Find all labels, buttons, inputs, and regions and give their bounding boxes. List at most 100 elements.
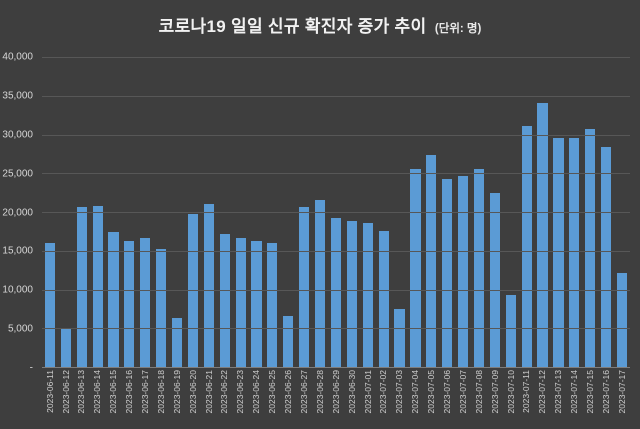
gridline <box>42 95 630 97</box>
bar-slot <box>487 57 503 367</box>
x-tick-label: 2023-06-19 <box>171 370 182 414</box>
bar <box>394 308 405 367</box>
bar <box>569 137 580 367</box>
x-tick-label: 2023-06-21 <box>203 370 214 414</box>
bar <box>616 273 628 367</box>
x-tick-label: 2023-07-13 <box>553 370 564 414</box>
bar-slot <box>582 57 598 367</box>
bar <box>346 221 357 367</box>
x-tick-label: 2023-07-01 <box>362 370 373 414</box>
bar <box>458 175 469 367</box>
x-tick-label: 2023-07-17 <box>616 370 627 414</box>
x-tick-label: 2023-06-29 <box>330 370 341 414</box>
gridline <box>42 173 630 175</box>
bar-slot <box>137 57 153 367</box>
x-tick-label: 2023-06-23 <box>235 370 246 414</box>
gridline <box>42 250 630 252</box>
bar <box>108 232 119 367</box>
x-tick-label: 2023-07-09 <box>489 370 500 414</box>
bar-slot <box>42 57 58 367</box>
bar-slot <box>455 57 471 367</box>
bar <box>537 102 548 367</box>
bar-slot <box>614 57 630 367</box>
bar <box>473 169 485 367</box>
bar-slot <box>296 57 312 367</box>
bar <box>251 240 262 367</box>
bar <box>92 205 103 367</box>
y-tick-label: 5,000 <box>7 323 33 335</box>
bar <box>235 238 246 367</box>
x-tick-label: 2023-06-20 <box>187 370 198 414</box>
x-tick-label: 2023-07-10 <box>505 370 516 414</box>
bar <box>585 129 596 367</box>
bar <box>362 222 373 367</box>
bar <box>299 206 310 367</box>
bar-slot <box>535 57 551 367</box>
bar <box>315 200 326 367</box>
bar <box>505 294 516 367</box>
bar-slot <box>376 57 392 367</box>
chart-unit-label: (단위: 명) <box>434 23 482 35</box>
bar-slot <box>551 57 567 367</box>
y-tick-label: - <box>29 362 33 374</box>
bar <box>553 138 564 367</box>
gridline <box>42 328 630 330</box>
bar-slot <box>360 57 376 367</box>
bar-slot <box>407 57 423 367</box>
x-tick-label: 2023-07-14 <box>569 370 580 414</box>
bar-slot <box>169 57 185 367</box>
bar <box>426 154 437 367</box>
bar-slot <box>201 57 217 367</box>
bar <box>171 318 183 367</box>
bar <box>60 328 71 367</box>
bar-slot <box>106 57 122 367</box>
bar <box>76 207 87 367</box>
chart-title-text: 코로나19 일일 신규 확진자 증가 추이 <box>158 17 427 36</box>
x-tick-label: 2023-06-17 <box>140 370 151 414</box>
x-tick-label: 2023-07-08 <box>473 370 484 414</box>
y-tick-label: 15,000 <box>2 245 33 257</box>
bar <box>124 240 135 367</box>
gridline <box>42 289 630 291</box>
x-tick-label: 2023-07-06 <box>441 370 452 414</box>
bar-slot <box>121 57 137 367</box>
bar <box>442 178 453 367</box>
bar <box>203 204 214 367</box>
bar-slot <box>503 57 519 367</box>
x-tick-label: 2023-06-28 <box>314 370 325 414</box>
bar <box>267 243 278 367</box>
x-tick-label: 2023-07-11 <box>521 370 532 413</box>
x-tick-label: 2023-06-12 <box>60 370 71 414</box>
y-tick-label: 40,000 <box>2 51 33 63</box>
x-tick-label: 2023-06-13 <box>76 370 87 414</box>
bar-slot <box>471 57 487 367</box>
bar-slot <box>74 57 90 367</box>
x-tick-label: 2023-07-16 <box>600 370 611 414</box>
bar-slot <box>185 57 201 367</box>
x-tick-label: 2023-06-30 <box>346 370 357 414</box>
y-tick-label: 30,000 <box>2 129 33 141</box>
bars <box>42 57 630 367</box>
bar-slot <box>90 57 106 367</box>
bar <box>156 249 167 367</box>
bar-slot <box>423 57 439 367</box>
x-tick-label: 2023-07-03 <box>394 370 405 414</box>
x-axis-labels: 2023-06-11 2023-06-12 2023-06-13 2023-06-14… <box>42 370 630 429</box>
x-tick-label: 2023-06-22 <box>219 370 230 414</box>
bar-slot <box>519 57 535 367</box>
x-tick-label: 2023-06-11 <box>44 370 55 413</box>
bar <box>521 125 532 367</box>
bar <box>489 192 500 367</box>
x-tick-label: 2023-06-26 <box>283 370 294 414</box>
bar-slot <box>217 57 233 367</box>
bar <box>219 234 230 367</box>
x-tick-label: 2023-07-15 <box>584 370 595 414</box>
gridline <box>42 134 630 136</box>
y-tick-label: 20,000 <box>2 207 33 218</box>
bar-slot <box>566 57 582 367</box>
bar <box>44 243 56 367</box>
bar-slot <box>58 57 74 367</box>
y-axis-labels: 40,000 35,000 30,000 25,000 20,000 15,000 10,0… <box>0 52 36 374</box>
x-tick-label: 2023-07-07 <box>457 370 468 414</box>
